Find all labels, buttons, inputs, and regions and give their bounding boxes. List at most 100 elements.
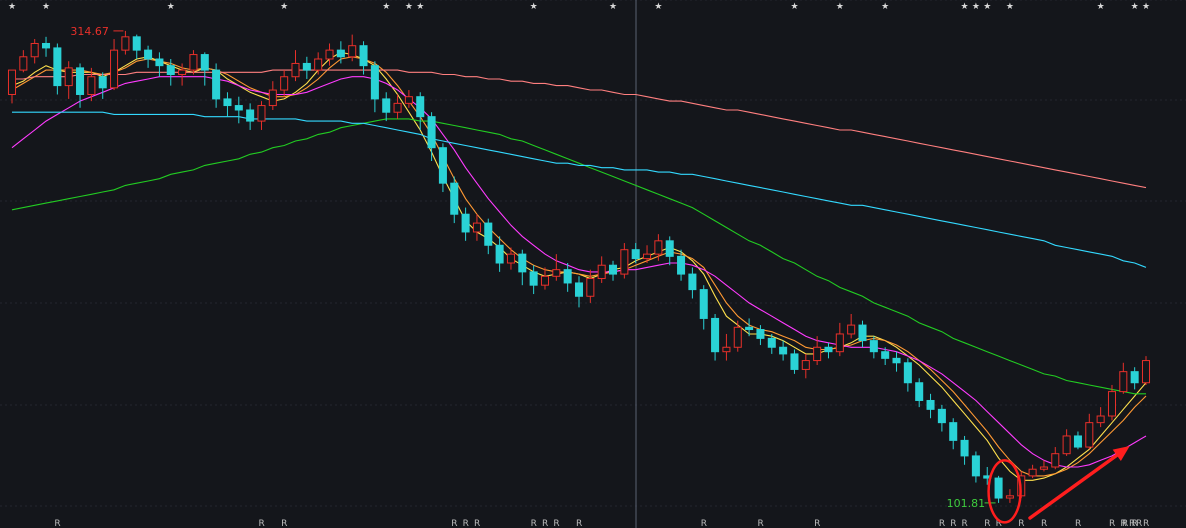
candle-body: [881, 351, 890, 359]
candle-body: [745, 326, 754, 331]
candle-body: [234, 105, 243, 111]
event-r-mark: R: [1132, 519, 1138, 528]
candle-body: [438, 147, 447, 184]
event-r-mark: R: [984, 519, 990, 528]
event-r-mark: R: [701, 519, 707, 528]
candle-body: [291, 62, 300, 78]
candle-body: [529, 271, 538, 286]
candle-body: [166, 65, 175, 76]
moving-average-lines: [11, 51, 1147, 481]
event-star-mark: ★: [382, 2, 390, 12]
event-star-mark: ★: [1131, 2, 1139, 12]
event-star-mark: ★: [961, 2, 969, 12]
moving-average-line: [11, 56, 1147, 477]
high-price-label: 314.67: [70, 25, 124, 38]
event-star-mark: ★: [1097, 2, 1105, 12]
candle-body: [699, 289, 708, 319]
candle-body: [949, 422, 958, 441]
event-r-mark: R: [576, 519, 582, 528]
candle-body: [121, 36, 130, 51]
candle-body: [733, 326, 742, 348]
candle-body: [427, 116, 436, 149]
candle-body: [348, 45, 357, 58]
candle-body: [246, 109, 255, 122]
event-star-mark: ★: [654, 2, 662, 12]
candle-body: [767, 337, 776, 348]
event-r-mark: R: [996, 519, 1002, 528]
candle-body: [1062, 435, 1071, 455]
candle-body: [1096, 415, 1105, 424]
event-star-mark: ★: [280, 2, 288, 12]
event-r-mark: R: [1109, 519, 1115, 528]
moving-average-line: [12, 69, 1147, 189]
candle-body: [722, 346, 731, 353]
candle-body: [484, 222, 493, 246]
candle-body: [382, 98, 391, 113]
candle-body: [801, 360, 810, 370]
event-r-mark: R: [757, 519, 763, 528]
event-star-mark: ★: [167, 2, 175, 12]
candle-body: [1119, 371, 1128, 393]
candle-body: [325, 49, 334, 60]
event-r-mark: R: [542, 519, 548, 528]
candle-body: [1028, 468, 1037, 477]
candle-body: [869, 340, 878, 353]
candle-body: [563, 269, 572, 284]
candle-body: [552, 269, 561, 277]
candle-body: [654, 240, 663, 255]
moving-average-line: [11, 76, 1147, 468]
candle-body: [1085, 422, 1094, 448]
candle-body: [892, 357, 901, 364]
event-r-mark: R: [281, 519, 287, 528]
event-star-mark: ★: [881, 2, 889, 12]
candle-body: [132, 36, 141, 51]
candle-body: [144, 49, 153, 60]
annotation-marks: ★ ★ ★ ★ ★ ★ ★ ★ ★ ★ ★ ★ ★ ★ ★ ★ ★ ★ ★ ★R R R R R R R R R R R R R R R R R R R R…: [8, 2, 1150, 528]
candle-body: [314, 58, 323, 71]
candle-body: [280, 76, 289, 91]
candle-body: [370, 65, 379, 100]
candle-body: [631, 249, 640, 260]
low-price-text: 101.81: [947, 497, 986, 510]
event-r-mark: R: [939, 519, 945, 528]
candle-body: [336, 49, 345, 58]
candle-body: [393, 102, 402, 113]
event-r-mark: R: [1143, 519, 1149, 528]
event-r-mark: R: [474, 519, 480, 528]
candle-body: [1039, 466, 1048, 470]
candle-body: [1051, 453, 1060, 468]
event-star-mark: ★: [1142, 2, 1150, 12]
candle-body: [30, 42, 39, 58]
candle-body: [971, 455, 980, 477]
candle-body: [756, 329, 765, 339]
candle-body: [688, 273, 697, 291]
candle-body: [835, 333, 844, 353]
candle-body: [155, 58, 164, 67]
candle-body: [268, 89, 277, 107]
candle-body: [960, 439, 969, 457]
moving-average-line: [11, 51, 1147, 481]
candle-body: [1005, 495, 1014, 499]
candle-body: [257, 105, 266, 122]
candle-body: [495, 244, 504, 264]
event-r-mark: R: [1041, 519, 1047, 528]
candle-body: [76, 67, 85, 95]
candle-body: [937, 408, 946, 424]
trend-up-arrow-shaft: [1028, 451, 1122, 520]
event-r-mark: R: [258, 519, 264, 528]
candle-body: [597, 264, 606, 280]
trend-up-arrow-head: [1112, 445, 1130, 462]
candle-body: [518, 253, 527, 273]
event-r-mark: R: [962, 519, 968, 528]
event-star-mark: ★: [530, 2, 538, 12]
candle-body: [915, 382, 924, 401]
candle-body: [472, 222, 481, 233]
candle-body: [620, 249, 629, 275]
event-star-mark: ★: [405, 2, 413, 12]
candles: [7, 30, 1151, 503]
candle-body: [813, 346, 822, 362]
candle-body: [212, 69, 221, 100]
event-r-mark: R: [531, 519, 537, 528]
candle-body: [665, 240, 674, 257]
candle-body: [643, 253, 652, 260]
